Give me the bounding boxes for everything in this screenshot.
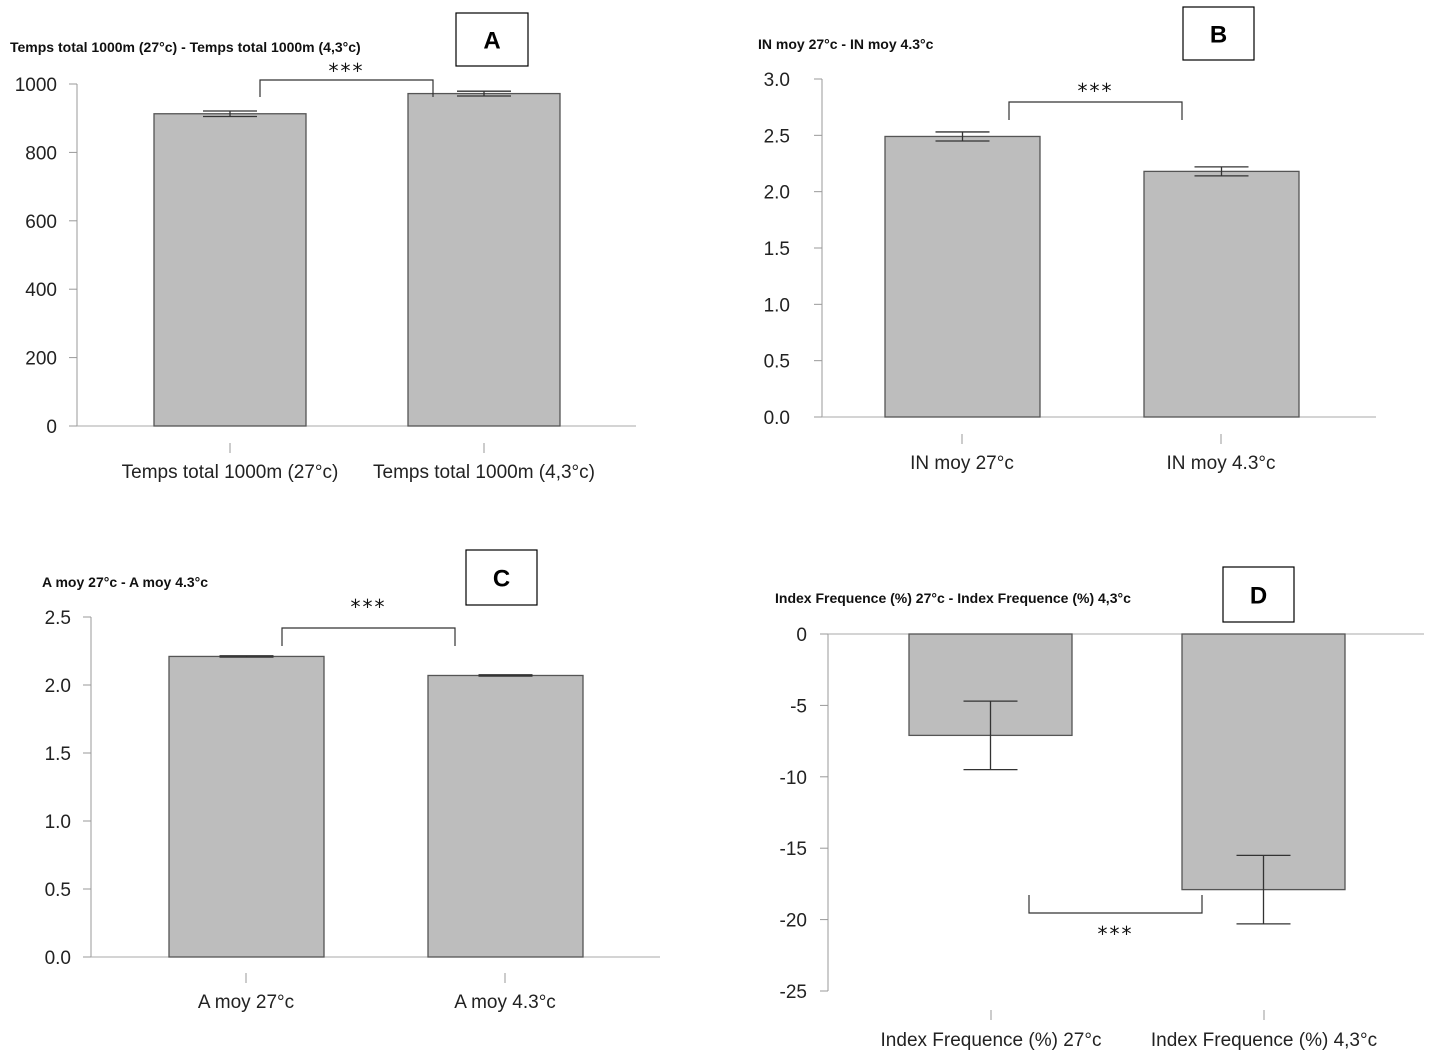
panel-title: A moy 27°c - A moy 4.3°c: [42, 574, 208, 590]
y-tick-label: 400: [25, 280, 57, 301]
y-tick-label: 800: [25, 143, 57, 164]
significance-bracket: [281, 627, 456, 646]
y-tick-label: 1.0: [45, 812, 71, 833]
x-tick-label: IN moy 27°c: [910, 453, 1014, 474]
y-tick-label: 2.5: [45, 608, 71, 629]
bar: [884, 135, 1041, 418]
y-tick-label: -20: [780, 911, 807, 932]
panel-title: Index Frequence (%) 27°c - Index Frequen…: [775, 590, 1131, 606]
y-tick-label: -10: [780, 768, 807, 789]
significance-label: ***: [1078, 79, 1114, 103]
y-tick-label: 1.0: [764, 295, 790, 316]
y-tick-label: 1.5: [764, 239, 790, 260]
bar: [407, 92, 561, 427]
y-tick-label: 0.0: [45, 948, 71, 969]
x-tick-label: Index Frequence (%) 4,3°c: [1151, 1030, 1377, 1051]
panel-letter: C: [493, 566, 510, 593]
bar: [427, 674, 584, 958]
panel-letter: B: [1210, 22, 1227, 49]
bar: [1181, 633, 1346, 891]
bar: [1143, 170, 1300, 418]
y-tick-label: 0.5: [45, 880, 71, 901]
panel-letter-box: [1182, 6, 1255, 61]
panel-d: Index Frequence (%) 27°c - Index Frequen…: [775, 566, 1424, 1051]
y-tick-label: -15: [780, 839, 807, 860]
bar: [153, 113, 307, 427]
y-tick-label: -5: [790, 696, 807, 717]
significance-bracket: [259, 79, 434, 97]
y-tick-label: 2.5: [764, 126, 790, 147]
x-tick-label: Temps total 1000m (4,3°c): [373, 462, 595, 483]
panel-letter-box: [455, 12, 529, 67]
y-tick-label: 3.0: [764, 70, 790, 91]
panel-letter-box: [1222, 566, 1295, 623]
panel-letter-box: [465, 549, 538, 606]
y-tick-label: 0: [796, 625, 807, 646]
x-tick-label: Temps total 1000m (27°c): [122, 462, 339, 483]
panel-letter: D: [1250, 583, 1267, 610]
x-tick-label: A moy 27°c: [198, 992, 294, 1013]
y-tick-label: 2.0: [45, 676, 71, 697]
y-tick-label: 200: [25, 349, 57, 370]
x-tick-label: Index Frequence (%) 27°c: [881, 1030, 1102, 1051]
significance-bracket: [1008, 101, 1183, 120]
y-tick-label: 2.0: [764, 183, 790, 204]
y-tick-label: 0: [46, 417, 57, 438]
y-tick-label: 1000: [15, 75, 57, 96]
y-tick-label: 0.5: [764, 352, 790, 373]
panel-c: A moy 27°c - A moy 4.3°c C 0.0 0.5 1.0 1.5 2.0…: [42, 549, 660, 1013]
y-tick-label: 600: [25, 212, 57, 233]
significance-bracket: [1028, 895, 1203, 914]
x-tick-label: A moy 4.3°c: [454, 992, 556, 1013]
panel-title: Temps total 1000m (27°c) - Temps total 1…: [10, 39, 361, 55]
panel-letter: A: [483, 28, 500, 55]
panel-title: IN moy 27°c - IN moy 4.3°c: [758, 36, 934, 52]
significance-label: ***: [1098, 922, 1134, 946]
bar: [168, 655, 325, 958]
y-tick-label: 0.0: [764, 408, 790, 429]
y-tick-label: 1.5: [45, 744, 71, 765]
x-tick-label: IN moy 4.3°c: [1167, 453, 1276, 474]
y-tick-label: -25: [780, 982, 807, 1003]
panel-a: Temps total 1000m (27°c) - Temps total 1…: [10, 12, 636, 483]
significance-label: ***: [351, 595, 387, 619]
panel-b: IN moy 27°c - IN moy 4.3°c B 0.0 0.5 1.0 1.5 2…: [758, 6, 1376, 474]
significance-label: ***: [329, 59, 365, 83]
